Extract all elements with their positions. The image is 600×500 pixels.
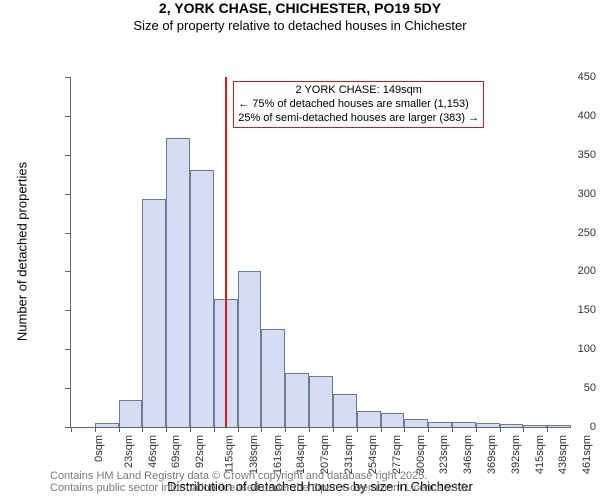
x-tick-mark (476, 427, 477, 432)
histogram-bar (142, 199, 166, 427)
histogram-bar (333, 394, 357, 427)
x-tick-mark (357, 427, 358, 432)
y-tick-label: 100 (532, 343, 596, 355)
histogram-bar (500, 424, 524, 427)
y-tick-mark (65, 77, 70, 78)
histogram-bar (95, 423, 119, 427)
x-tick-mark (190, 427, 191, 432)
y-tick-mark (65, 349, 70, 350)
y-tick-label: 200 (532, 265, 596, 277)
footer: Contains HM Land Registry data © Crown c… (0, 466, 600, 500)
annotation-line-3: 25% of semi-detached houses are larger (… (238, 112, 479, 126)
histogram-bar (357, 411, 381, 427)
histogram-bar (238, 271, 262, 427)
plot-area: 2 YORK CHASE: 149sqm← 75% of detached ho… (70, 77, 571, 428)
y-tick-mark (65, 271, 70, 272)
x-tick-mark (333, 427, 334, 432)
reference-line (225, 77, 227, 427)
x-tick-mark (309, 427, 310, 432)
y-tick-mark (65, 116, 70, 117)
y-tick-label: 350 (532, 149, 596, 161)
y-tick-mark (65, 388, 70, 389)
x-tick-mark (381, 427, 382, 432)
histogram-bar (261, 329, 285, 427)
histogram-bar (309, 376, 333, 427)
x-tick-mark (500, 427, 501, 432)
y-tick-label: 450 (532, 71, 596, 83)
y-tick-label: 0 (532, 421, 596, 433)
y-tick-label: 400 (532, 110, 596, 122)
histogram-bar (476, 423, 500, 427)
histogram-bar (381, 413, 405, 427)
x-tick-mark (214, 427, 215, 432)
x-tick-mark (285, 427, 286, 432)
y-tick-label: 50 (532, 382, 596, 394)
annotation-box: 2 YORK CHASE: 149sqm← 75% of detached ho… (233, 81, 484, 128)
x-tick-mark (71, 427, 72, 432)
histogram-bar (404, 419, 428, 427)
annotation-line-1: 2 YORK CHASE: 149sqm (238, 84, 479, 98)
y-tick-mark (65, 427, 70, 428)
histogram-bar (428, 422, 452, 427)
annotation-line-2: ← 75% of detached houses are smaller (1,… (238, 98, 479, 112)
histogram-bar (166, 138, 190, 427)
y-axis-label: Number of detached properties (15, 152, 30, 352)
y-tick-mark (65, 194, 70, 195)
y-tick-label: 150 (532, 304, 596, 316)
x-tick-mark (404, 427, 405, 432)
histogram-bar (119, 400, 143, 427)
footer-line-1: Contains HM Land Registry data © Crown c… (50, 470, 600, 482)
histogram-bar (190, 170, 214, 427)
y-tick-label: 300 (532, 188, 596, 200)
y-tick-mark (65, 233, 70, 234)
y-tick-label: 250 (532, 227, 596, 239)
x-tick-mark (238, 427, 239, 432)
x-tick-mark (261, 427, 262, 432)
x-tick-mark (95, 427, 96, 432)
y-tick-mark (65, 310, 70, 311)
x-tick-mark (428, 427, 429, 432)
x-tick-mark (119, 427, 120, 432)
footer-line-2: Contains public sector information licen… (50, 482, 600, 494)
chart-title: 2, YORK CHASE, CHICHESTER, PO19 5DY (0, 0, 600, 16)
y-tick-mark (65, 155, 70, 156)
x-tick-mark (142, 427, 143, 432)
histogram-bar (452, 422, 476, 427)
x-tick-mark (166, 427, 167, 432)
x-tick-mark (523, 427, 524, 432)
x-tick-mark (452, 427, 453, 432)
chart-subtitle: Size of property relative to detached ho… (0, 18, 600, 33)
histogram-bar (285, 373, 309, 427)
